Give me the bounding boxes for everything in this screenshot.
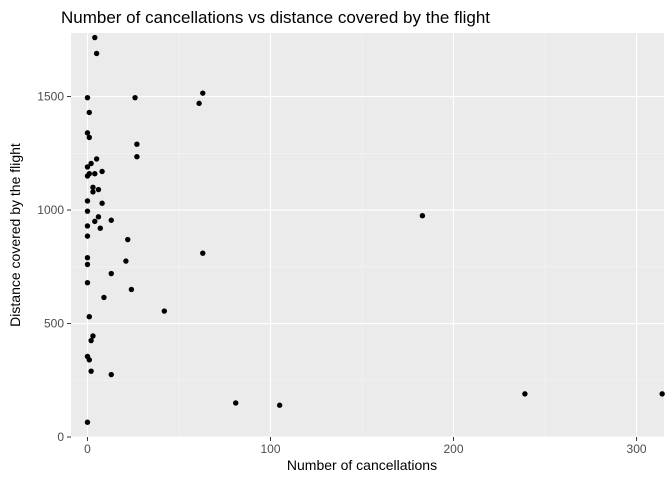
chart-title: Number of cancellations vs distance cove… (61, 8, 490, 27)
data-point (522, 391, 528, 397)
data-point (161, 308, 168, 314)
data-point (123, 258, 129, 264)
data-point (108, 270, 114, 277)
data-point (90, 184, 96, 191)
data-point (90, 189, 96, 195)
data-point (84, 164, 91, 170)
data-point (95, 214, 102, 220)
y-tick-label: 1000 (37, 203, 64, 217)
data-point (88, 368, 94, 374)
data-point (90, 333, 96, 339)
data-point (95, 186, 102, 193)
x-axis-title: Number of cancellations (287, 457, 437, 473)
data-point (84, 208, 91, 214)
data-point (92, 218, 98, 225)
major-gridlines (71, 33, 664, 438)
x-tick-label: 0 (84, 442, 91, 456)
data-point (200, 250, 206, 256)
data-point (196, 100, 202, 107)
data-point (200, 90, 206, 96)
data-point (108, 217, 114, 223)
data-point (88, 160, 94, 167)
data-point (101, 294, 107, 301)
data-point (93, 50, 100, 57)
data-point (97, 225, 103, 231)
data-point (86, 134, 93, 141)
data-point (84, 173, 91, 179)
data-point (88, 337, 94, 344)
y-axis-title: Distance covered by the flight (7, 143, 23, 327)
data-point (84, 419, 91, 425)
data-point (84, 198, 91, 204)
data-point (84, 254, 91, 261)
data-point (125, 236, 131, 243)
plot-panel (71, 33, 664, 437)
data-point (93, 156, 100, 162)
data-point (86, 357, 93, 363)
minor-gridlines (71, 33, 664, 437)
axis-ticks: 0 100 200 300 0 500 1000 1500 (37, 90, 647, 456)
data-point (233, 400, 239, 406)
x-tick-label: 200 (444, 442, 464, 456)
data-point (108, 371, 114, 378)
data-points (84, 34, 665, 425)
x-tick-label: 100 (260, 442, 280, 456)
y-tick-label: 0 (57, 430, 64, 444)
data-point (84, 261, 91, 268)
data-point (99, 200, 105, 206)
data-point (276, 402, 283, 408)
data-point (92, 34, 98, 41)
data-point (132, 94, 138, 101)
data-point (84, 94, 91, 101)
y-tick-label: 500 (44, 317, 64, 331)
data-point (134, 141, 140, 147)
data-point (86, 314, 93, 320)
data-point (84, 233, 91, 239)
data-point (92, 171, 98, 177)
data-point (84, 279, 91, 286)
data-point (99, 168, 105, 175)
data-point (659, 391, 665, 397)
data-point (419, 213, 426, 219)
data-point (84, 130, 91, 136)
data-point (128, 286, 135, 293)
data-point (134, 153, 140, 160)
y-tick-label: 1500 (37, 90, 64, 104)
x-tick-label: 300 (627, 442, 647, 456)
data-point (84, 223, 91, 229)
data-point (86, 109, 93, 116)
